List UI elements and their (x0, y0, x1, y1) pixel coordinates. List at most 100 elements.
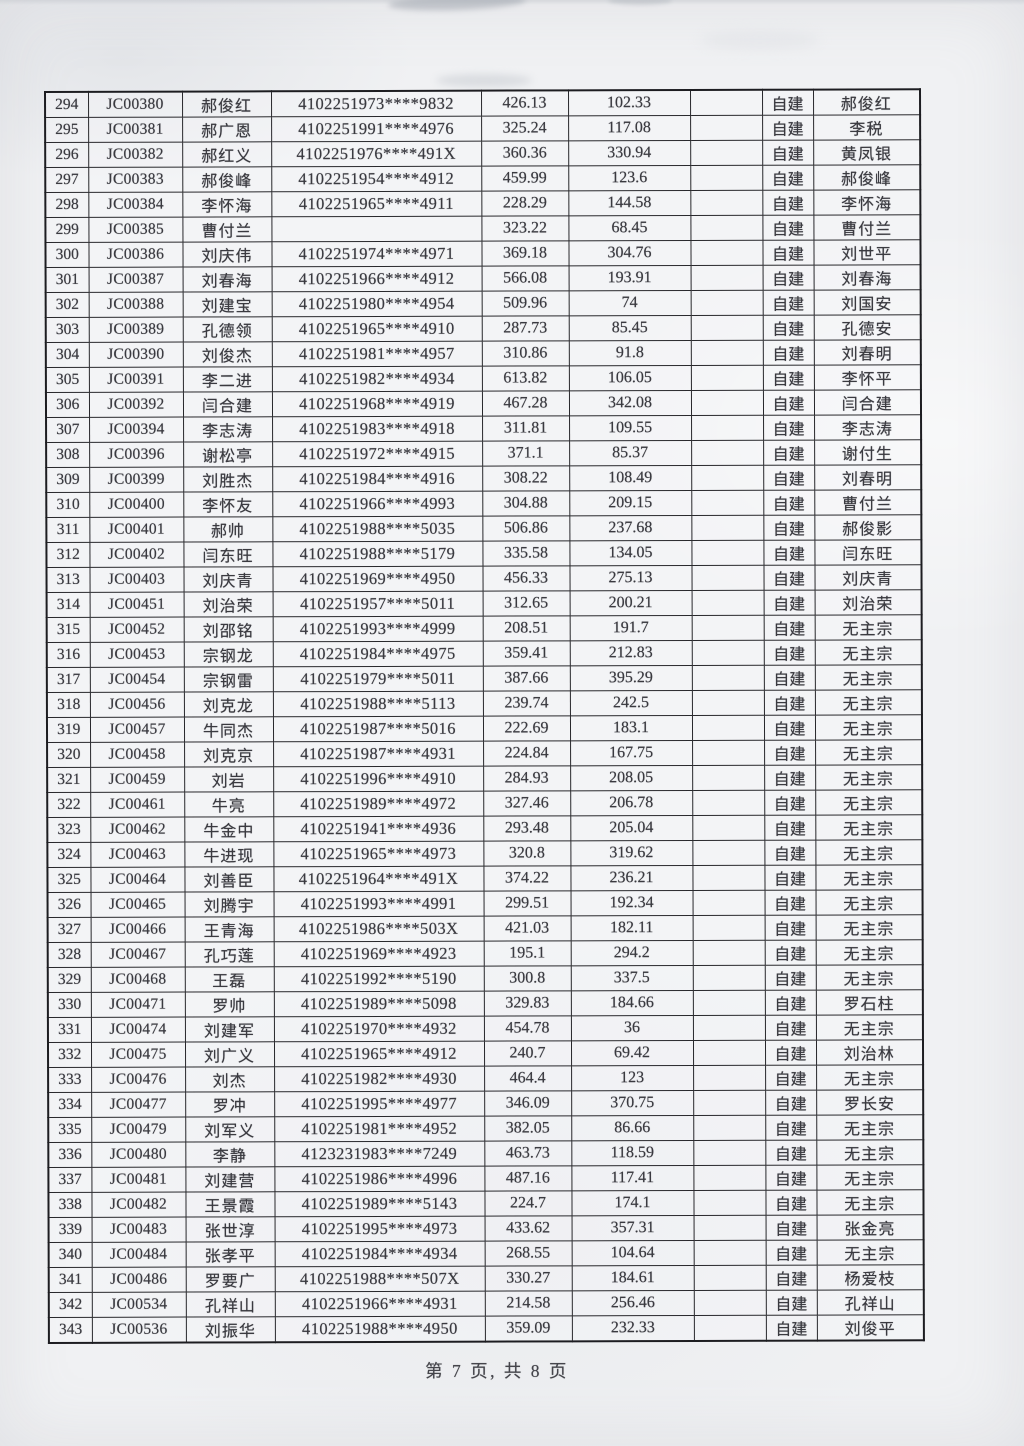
blank-cell (693, 1240, 766, 1266)
household-code-cell: JC00399 (89, 467, 184, 493)
name-cell: 谢松亭 (183, 441, 273, 468)
blank-cell (690, 365, 763, 391)
amount-1-cell: 239.74 (482, 690, 570, 717)
row-index-cell: 316 (46, 642, 90, 668)
name-cell: 牛同杰 (183, 716, 274, 743)
amount-2-cell: 242.5 (569, 690, 692, 716)
amount-2-cell: 212.83 (569, 640, 692, 666)
blank-cell (690, 315, 763, 341)
amount-1-cell: 374.22 (483, 865, 571, 892)
related-name-cell: 刘治林 (815, 1039, 924, 1066)
household-code-cell: JC00388 (88, 292, 183, 318)
name-cell: 刘治荣 (183, 591, 273, 618)
amount-2-cell: 232.33 (571, 1315, 694, 1342)
id-number-cell: 4102251966****4912 (271, 266, 482, 292)
amount-2-cell: 342.08 (568, 390, 692, 416)
id-number-cell: 4102251981****4957 (271, 341, 482, 367)
build-type-cell: 自建 (762, 215, 814, 241)
id-number-cell: 4102251979****5011 (272, 666, 483, 692)
table-row: 315 JC00452 刘邵铭 4102251993****4999 208.51 191… (46, 614, 922, 643)
household-code-cell: JC00486 (91, 1267, 186, 1293)
household-code-cell: JC00464 (90, 867, 185, 893)
amount-2-cell: 91.8 (568, 340, 691, 366)
table-row: 341 JC00486 罗要广 4102251988****507X 330.27 184… (48, 1264, 924, 1293)
household-code-cell: JC00459 (90, 767, 185, 793)
row-index-cell: 299 (45, 217, 89, 243)
household-code-cell: JC00480 (91, 1142, 186, 1168)
amount-1-cell: 214.58 (484, 1290, 572, 1317)
amount-2-cell: 36 (570, 1015, 693, 1041)
amount-1-cell: 371.1 (482, 440, 570, 467)
blank-cell (690, 115, 763, 141)
name-cell: 闫合建 (182, 391, 273, 418)
blank-cell (691, 715, 765, 741)
table-row: 325 JC00464 刘善臣 4102251964****491X 374.22 236… (47, 864, 923, 893)
table-row: 323 JC00462 牛金中 4102251941****4936 293.48 205… (47, 814, 923, 843)
amount-2-cell: 184.61 (571, 1265, 694, 1291)
related-name-cell: 李税 (813, 114, 921, 141)
build-type-cell: 自建 (765, 1315, 817, 1341)
roster-table: 294 JC00380 郝俊红 4102251973****9832 426.13 102… (44, 88, 925, 1344)
amount-2-cell: 68.45 (568, 215, 691, 241)
table-row: 327 JC00466 王青海 4102251986****503X 421.03 182… (47, 914, 923, 943)
row-index-cell: 334 (48, 1092, 92, 1118)
row-index-cell: 332 (47, 1042, 92, 1068)
related-name-cell: 无主宗 (814, 639, 922, 666)
table-row: 331 JC00474 刘建军 4102251970****4932 454.78 36 自… (47, 1014, 923, 1043)
table-row: 301 JC00387 刘春海 4102251966****4912 566.08 193… (45, 264, 921, 293)
amount-1-cell: 208.51 (482, 615, 570, 642)
related-name-cell: 无主宗 (814, 714, 923, 741)
name-cell: 郝俊峰 (182, 166, 272, 193)
id-number-cell: 4102251982****4934 (271, 366, 482, 392)
blank-cell (692, 940, 765, 966)
amount-1-cell: 382.05 (484, 1115, 572, 1142)
build-type-cell: 自建 (765, 1140, 817, 1166)
blank-cell (690, 190, 763, 216)
table-row: 303 JC00389 孔德领 4102251965****4910 287.73 85.… (45, 314, 921, 343)
build-type-cell: 自建 (763, 690, 815, 716)
row-index-cell: 342 (48, 1292, 92, 1318)
amount-2-cell: 256.46 (571, 1290, 694, 1316)
blank-cell (690, 140, 763, 166)
blank-cell (692, 915, 765, 941)
amount-2-cell: 236.21 (570, 865, 693, 891)
name-cell: 刘建军 (184, 1016, 274, 1043)
row-index-cell: 337 (48, 1167, 92, 1193)
name-cell: 郝帅 (183, 516, 273, 543)
id-number-cell: 4102251972****4915 (272, 441, 483, 467)
blank-cell (691, 615, 764, 641)
amount-1-cell: 293.48 (483, 815, 571, 842)
blank-cell (693, 1215, 766, 1241)
row-index-cell: 323 (47, 817, 91, 843)
name-cell: 闫东旺 (183, 541, 273, 568)
amount-2-cell: 208.05 (570, 765, 693, 791)
table-row: 329 JC00468 王磊 4102251992****5190 300.8 337.5… (47, 964, 923, 993)
blank-cell (691, 690, 764, 716)
related-name-cell: 无主宗 (815, 889, 923, 916)
id-number-cell: 4102251941****4936 (273, 816, 484, 842)
build-type-cell: 自建 (764, 840, 816, 866)
build-type-cell: 自建 (762, 140, 814, 166)
household-roster-table: 294 JC00380 郝俊红 4102251973****9832 426.13 102… (44, 88, 926, 1344)
id-number-cell: 4102251984****4916 (272, 466, 483, 492)
table-row: 302 JC00388 刘建宝 4102251980****4954 509.96 74 自… (45, 289, 921, 318)
blank-cell (693, 1115, 766, 1141)
related-name-cell: 李志涛 (814, 414, 922, 441)
household-code-cell: JC00402 (89, 542, 184, 568)
name-cell: 曹付兰 (182, 216, 272, 243)
amount-2-cell: 109.55 (569, 415, 692, 441)
related-name-cell: 闫东旺 (814, 539, 922, 566)
blank-cell (693, 1265, 766, 1291)
id-number-cell: 4102251993****4991 (273, 891, 484, 917)
blank-cell (692, 990, 765, 1016)
household-code-cell: JC00475 (90, 1042, 186, 1068)
amount-1-cell: 426.13 (481, 90, 569, 117)
name-cell: 刘克龙 (183, 691, 273, 718)
name-cell: 孔德领 (182, 316, 272, 343)
table-row: 313 JC00403 刘庆青 4102251969****4950 456.33 275… (46, 564, 922, 593)
related-name-cell: 刘国安 (813, 289, 921, 316)
name-cell: 李静 (185, 1141, 275, 1168)
name-cell: 郝俊红 (182, 91, 272, 118)
amount-1-cell: 224.84 (483, 740, 571, 767)
row-index-cell: 309 (46, 467, 90, 493)
